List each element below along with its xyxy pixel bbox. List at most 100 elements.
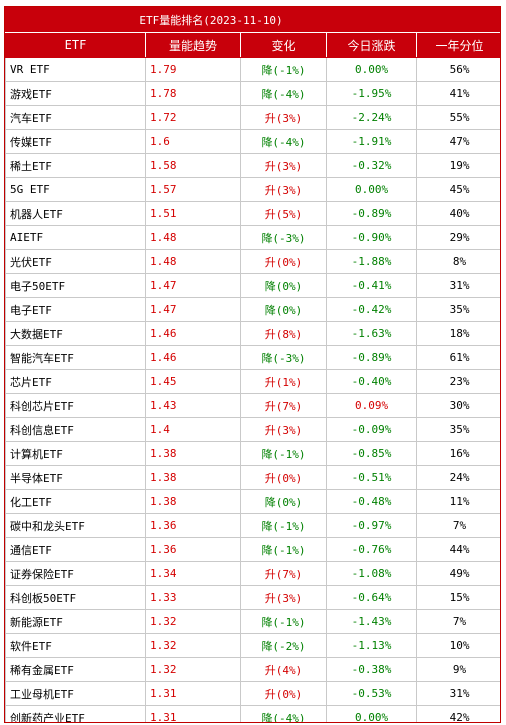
table-row: 碳中和龙头ETF 1.36 降(-1%) -0.97% 7% bbox=[5, 513, 500, 538]
change-cell: 升(3%) bbox=[240, 153, 327, 178]
title-blank-cell bbox=[416, 7, 500, 33]
year-percentile-cell: 15% bbox=[416, 585, 500, 610]
change-cell: 降(-3%) bbox=[240, 225, 327, 250]
table-row: 科创板50ETF 1.33 升(3%) -0.64% 15% bbox=[5, 585, 500, 610]
volume-trend-cell: 1.33 bbox=[145, 585, 241, 610]
year-percentile-cell: 35% bbox=[416, 297, 500, 322]
volume-trend-cell: 1.6 bbox=[145, 129, 241, 154]
today-change-cell: -0.97% bbox=[325, 513, 418, 538]
etf-name-cell: 化工ETF bbox=[5, 489, 146, 514]
volume-trend-cell: 1.32 bbox=[145, 657, 241, 682]
year-percentile-cell: 56% bbox=[416, 57, 500, 82]
table-row: 创新药产业ETF 1.31 降(-4%) 0.00% 42% bbox=[5, 705, 500, 722]
volume-trend-cell: 1.34 bbox=[145, 561, 241, 586]
table-row: 通信ETF 1.36 降(-1%) -0.76% 44% bbox=[5, 537, 500, 562]
table-row: 大数据ETF 1.46 升(8%) -1.63% 18% bbox=[5, 321, 500, 346]
etf-name-cell: 光伏ETF bbox=[5, 249, 146, 274]
change-cell: 降(-1%) bbox=[240, 441, 327, 466]
table-row: 光伏ETF 1.48 升(0%) -1.88% 8% bbox=[5, 249, 500, 274]
change-cell: 升(8%) bbox=[240, 321, 327, 346]
volume-trend-cell: 1.48 bbox=[145, 225, 241, 250]
etf-name-cell: 证券保险ETF bbox=[5, 561, 146, 586]
today-change-cell: -0.51% bbox=[325, 465, 418, 490]
volume-trend-cell: 1.38 bbox=[145, 465, 241, 490]
table-row: 计算机ETF 1.38 降(-1%) -0.85% 16% bbox=[5, 441, 500, 466]
volume-trend-cell: 1.4 bbox=[145, 417, 241, 442]
table-row: 传媒ETF 1.6 降(-4%) -1.91% 47% bbox=[5, 129, 500, 154]
today-change-cell: -0.89% bbox=[325, 201, 418, 226]
today-change-cell: -1.43% bbox=[325, 609, 418, 634]
change-cell: 降(-1%) bbox=[240, 513, 327, 538]
year-percentile-cell: 44% bbox=[416, 537, 500, 562]
table-row: 科创芯片ETF 1.43 升(7%) 0.09% 30% bbox=[5, 393, 500, 418]
volume-trend-cell: 1.51 bbox=[145, 201, 241, 226]
today-change-cell: 0.00% bbox=[325, 57, 418, 82]
change-cell: 降(-4%) bbox=[240, 129, 327, 154]
volume-trend-cell: 1.38 bbox=[145, 489, 241, 514]
today-change-cell: -0.42% bbox=[325, 297, 418, 322]
etf-name-cell: 稀土ETF bbox=[5, 153, 146, 178]
year-percentile-cell: 16% bbox=[416, 441, 500, 466]
change-cell: 降(0%) bbox=[240, 489, 327, 514]
etf-name-cell: 汽车ETF bbox=[5, 105, 146, 130]
volume-trend-cell: 1.38 bbox=[145, 441, 241, 466]
change-cell: 降(0%) bbox=[240, 273, 327, 298]
year-percentile-cell: 8% bbox=[416, 249, 500, 274]
etf-name-cell: 大数据ETF bbox=[5, 321, 146, 346]
today-change-cell: -0.40% bbox=[325, 369, 418, 394]
table-row: 智能汽车ETF 1.46 降(-3%) -0.89% 61% bbox=[5, 345, 500, 370]
today-change-cell: -0.89% bbox=[325, 345, 418, 370]
table-row: 证券保险ETF 1.34 升(7%) -1.08% 49% bbox=[5, 561, 500, 586]
volume-trend-cell: 1.57 bbox=[145, 177, 241, 202]
year-percentile-cell: 41% bbox=[416, 81, 500, 106]
table-row: 电子50ETF 1.47 降(0%) -0.41% 31% bbox=[5, 273, 500, 298]
year-percentile-cell: 24% bbox=[416, 465, 500, 490]
header-today-change: 今日涨跌 bbox=[325, 32, 418, 58]
today-change-cell: -1.95% bbox=[325, 81, 418, 106]
today-change-cell: -0.38% bbox=[325, 657, 418, 682]
today-change-cell: -0.41% bbox=[325, 273, 418, 298]
year-percentile-cell: 35% bbox=[416, 417, 500, 442]
year-percentile-cell: 31% bbox=[416, 273, 500, 298]
table-row: 游戏ETF 1.78 降(-4%) -1.95% 41% bbox=[5, 81, 500, 106]
today-change-cell: -0.48% bbox=[325, 489, 418, 514]
volume-trend-cell: 1.72 bbox=[145, 105, 241, 130]
today-change-cell: 0.00% bbox=[325, 177, 418, 202]
volume-trend-cell: 1.32 bbox=[145, 609, 241, 634]
etf-name-cell: 通信ETF bbox=[5, 537, 146, 562]
today-change-cell: -2.24% bbox=[325, 105, 418, 130]
change-cell: 降(-1%) bbox=[240, 57, 327, 82]
etf-name-cell: 新能源ETF bbox=[5, 609, 146, 634]
year-percentile-cell: 11% bbox=[416, 489, 500, 514]
change-cell: 降(0%) bbox=[240, 297, 327, 322]
table-row: 工业母机ETF 1.31 升(0%) -0.53% 31% bbox=[5, 681, 500, 706]
today-change-cell: -0.90% bbox=[325, 225, 418, 250]
table-row: 汽车ETF 1.72 升(3%) -2.24% 55% bbox=[5, 105, 500, 130]
year-percentile-cell: 19% bbox=[416, 153, 500, 178]
today-change-cell: -1.13% bbox=[325, 633, 418, 658]
etf-name-cell: AIETF bbox=[5, 225, 146, 250]
change-cell: 升(0%) bbox=[240, 465, 327, 490]
volume-trend-cell: 1.48 bbox=[145, 249, 241, 274]
etf-name-cell: 电子ETF bbox=[5, 297, 146, 322]
change-cell: 升(3%) bbox=[240, 105, 327, 130]
volume-trend-cell: 1.36 bbox=[145, 513, 241, 538]
change-cell: 升(7%) bbox=[240, 561, 327, 586]
volume-trend-cell: 1.32 bbox=[145, 633, 241, 658]
etf-name-cell: 机器人ETF bbox=[5, 201, 146, 226]
header-change: 变化 bbox=[240, 32, 327, 58]
volume-trend-cell: 1.31 bbox=[145, 681, 241, 706]
volume-trend-cell: 1.31 bbox=[145, 705, 241, 722]
table-row: 软件ETF 1.32 降(-2%) -1.13% 10% bbox=[5, 633, 500, 658]
table-row: 稀土ETF 1.58 升(3%) -0.32% 19% bbox=[5, 153, 500, 178]
volume-trend-cell: 1.45 bbox=[145, 369, 241, 394]
year-percentile-cell: 55% bbox=[416, 105, 500, 130]
volume-trend-cell: 1.78 bbox=[145, 81, 241, 106]
table-row: 芯片ETF 1.45 升(1%) -0.40% 23% bbox=[5, 369, 500, 394]
etf-name-cell: 电子50ETF bbox=[5, 273, 146, 298]
year-percentile-cell: 7% bbox=[416, 513, 500, 538]
table-row: 机器人ETF 1.51 升(5%) -0.89% 40% bbox=[5, 201, 500, 226]
year-percentile-cell: 61% bbox=[416, 345, 500, 370]
change-cell: 升(5%) bbox=[240, 201, 327, 226]
table-row: 5G ETF 1.57 升(3%) 0.00% 45% bbox=[5, 177, 500, 202]
